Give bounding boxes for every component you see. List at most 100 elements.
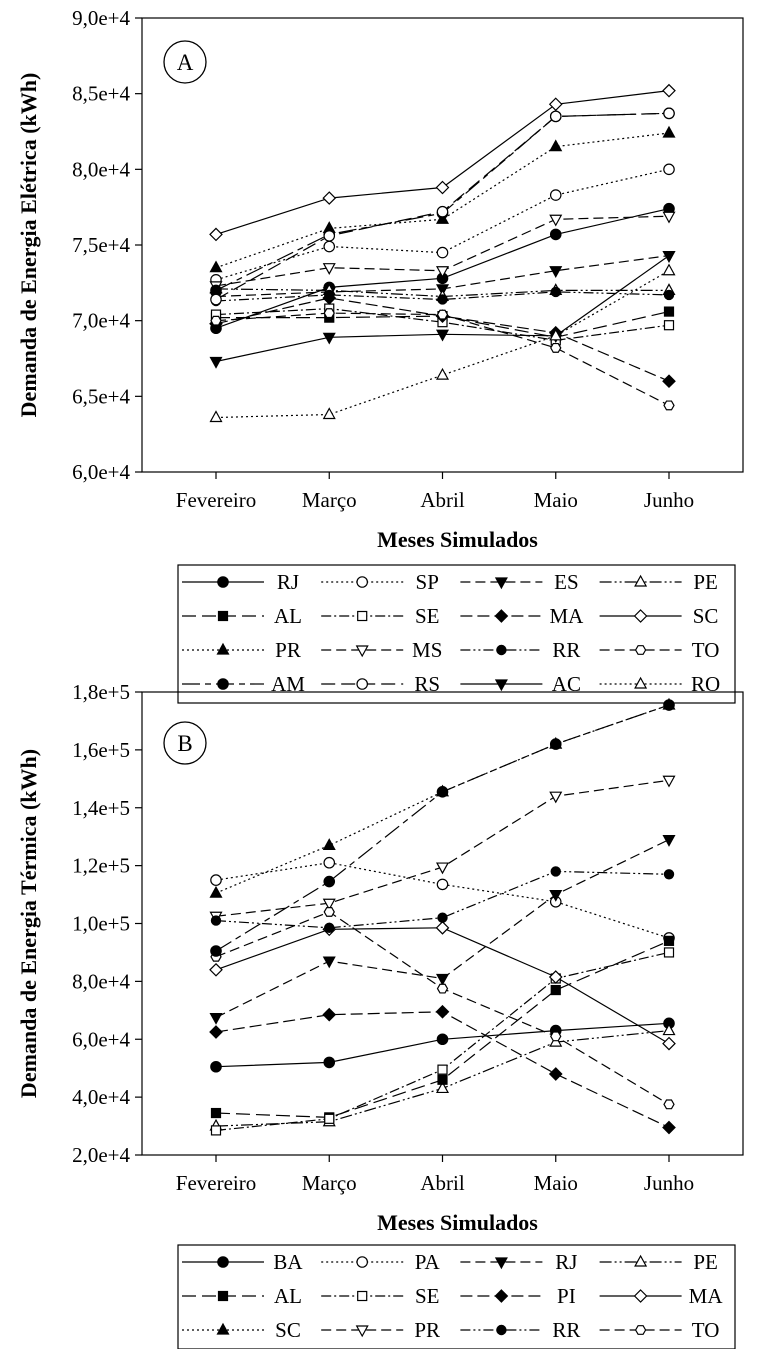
data-point-ba [436, 1033, 449, 1046]
data-point-sc [548, 97, 563, 112]
data-point-pi [322, 1007, 337, 1022]
legend-marker [217, 678, 229, 690]
data-point-sp [549, 189, 562, 201]
data-point-sc [322, 191, 337, 205]
data-point-to [210, 315, 222, 326]
data-point-rs [436, 205, 449, 218]
data-point-rs [210, 945, 222, 957]
x-tick-label: Maio [534, 488, 578, 512]
data-point-ms [435, 266, 450, 278]
data-point-rj [322, 956, 336, 969]
data-point-rj [209, 1012, 223, 1025]
data-point-to [550, 342, 562, 353]
data-point-al [663, 306, 675, 317]
legend-label-sc: SC [693, 604, 719, 628]
legend-label-al: AL [274, 604, 302, 628]
data-point-ma [209, 962, 223, 977]
data-point-sp [436, 246, 449, 259]
data-point-sp [323, 240, 336, 253]
y-tick-label: 1,8e+5 [72, 680, 130, 704]
data-point-rr [437, 294, 448, 305]
data-point-sc [322, 838, 336, 850]
data-point-ro [435, 367, 450, 380]
data-point-al [663, 935, 675, 946]
legend-label-ma: MA [689, 1284, 724, 1308]
legend-label-pi: PI [557, 1284, 576, 1308]
data-point-rj [549, 228, 562, 241]
data-point-ma [662, 374, 676, 389]
data-point-al [210, 1107, 222, 1119]
legend-marker [217, 1256, 229, 1268]
data-point-se [210, 1125, 222, 1136]
data-point-ac [662, 250, 676, 263]
y-tick-label: 1,2e+5 [72, 854, 130, 878]
legend-marker [216, 642, 230, 655]
series-line-se [215, 307, 670, 341]
series-line-sc [215, 704, 670, 894]
legend-label-pa: PA [415, 1250, 441, 1274]
data-point-to [436, 983, 449, 994]
legend-marker [634, 1254, 648, 1267]
data-point-ac [435, 329, 450, 342]
data-point-pe [662, 1023, 676, 1036]
data-point-ro [662, 263, 676, 276]
data-point-ms [662, 211, 676, 224]
data-point-pa [323, 856, 336, 869]
data-point-rj [435, 973, 450, 986]
data-point-ma [548, 970, 563, 984]
legend-label-es: ES [554, 570, 579, 594]
data-point-rr [663, 289, 675, 301]
data-point-rr [437, 912, 448, 923]
legend-marker [355, 1325, 369, 1338]
series-line-am [215, 112, 670, 291]
data-point-to [550, 1031, 562, 1042]
y-tick-label: 6,0e+4 [72, 460, 130, 484]
x-tick-label: Abril [420, 1171, 464, 1195]
data-point-pi [662, 1120, 676, 1135]
plot-frame [141, 17, 744, 473]
data-point-pa [436, 878, 449, 891]
y-tick-label: 8,0e+4 [72, 969, 130, 993]
data-point-rr [550, 866, 561, 877]
x-tick-label: Fevereiro [176, 488, 256, 512]
data-point-pa [210, 874, 222, 886]
y-tick-label: 8,0e+4 [72, 157, 130, 181]
data-point-es [549, 266, 563, 278]
y-tick-label: 4,0e+4 [72, 1085, 130, 1109]
legend-label-rr: RR [552, 1318, 580, 1342]
legend-marker [494, 609, 509, 623]
y-tick-label: 7,5e+4 [72, 233, 130, 257]
data-point-sc [209, 227, 223, 242]
panel-label-circle [163, 721, 207, 765]
legend-marker [216, 1322, 230, 1335]
legend-label-to: TO [692, 1318, 720, 1342]
series-line-pr [215, 132, 670, 269]
legend-marker [356, 1256, 368, 1268]
legend-label-pe: PE [693, 570, 718, 594]
legend-marker [355, 645, 369, 658]
y-tick-label: 7,0e+4 [72, 309, 130, 333]
legend-marker [357, 1290, 368, 1302]
data-point-ms [549, 214, 563, 227]
data-point-ro [322, 407, 336, 420]
legend-label-pr: PR [275, 638, 301, 662]
legend-box [177, 1244, 736, 1349]
data-point-rs [210, 293, 222, 306]
data-point-rr [210, 915, 222, 926]
y-tick-label: 1,6e+5 [72, 738, 130, 762]
legend-marker [217, 576, 229, 588]
data-point-ba [323, 1056, 336, 1069]
data-point-se [324, 1113, 335, 1124]
y-tick-label: 1,4e+5 [72, 796, 130, 820]
data-point-ms [322, 263, 336, 275]
legend-label-rj: RJ [277, 570, 299, 594]
legend-label-pe: PE [693, 1250, 718, 1274]
data-point-ac [209, 356, 223, 369]
data-point-pr [662, 775, 676, 788]
legend-marker [494, 1289, 509, 1303]
data-point-pi [435, 1004, 450, 1019]
data-point-ba [210, 1060, 222, 1073]
data-point-rs [549, 110, 562, 123]
y-axis-label: Demanda de Energia Térmica (kWh) [16, 749, 41, 1098]
data-point-to [323, 906, 335, 917]
